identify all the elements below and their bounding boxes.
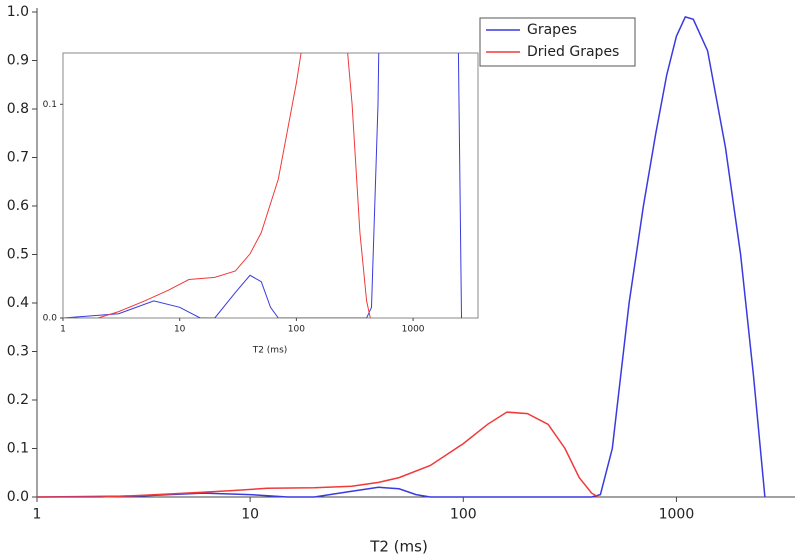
y-tick-label: 0.4 [7, 295, 29, 311]
x-tick-label: 10 [174, 325, 186, 335]
y-tick-label: 0.7 [7, 150, 29, 166]
y-tick-label: 0.1 [43, 100, 57, 110]
y-tick-label: 0.1 [7, 441, 29, 457]
y-tick-label: 0.5 [7, 247, 29, 263]
y-tick-label: 0.2 [7, 392, 29, 408]
legend [479, 17, 636, 67]
legend-label: Grapes [527, 22, 577, 38]
x-tick-label: 1 [33, 507, 42, 523]
x-tick-label: 1 [60, 325, 66, 335]
x-tick-label: 10 [241, 507, 259, 523]
line [37, 411, 599, 498]
y-tick-label: 0.9 [7, 53, 29, 69]
y-tick-label: 0.3 [7, 344, 29, 360]
x-tick-label: 1000 [402, 325, 425, 335]
y-tick-label: 0.8 [7, 101, 29, 117]
y-tick-label: 1.0 [7, 4, 29, 20]
legend-label: Dried Grapes [527, 44, 619, 60]
x-tick-label: 100 [450, 507, 477, 523]
y-tick-label: 0.0 [43, 314, 58, 324]
x-tick-label: 1000 [659, 507, 695, 523]
x-axis-label: T2 (ms) [369, 538, 428, 556]
inset-x-axis-label: T2 (ms) [252, 346, 288, 356]
inset-frame [62, 52, 479, 319]
line [37, 15, 766, 498]
x-tick-label: 100 [288, 325, 305, 335]
inset-line [63, 53, 371, 318]
inset-line [63, 53, 462, 318]
y-tick-label: 0.0 [7, 489, 29, 505]
y-tick-label: 0.6 [7, 198, 29, 214]
